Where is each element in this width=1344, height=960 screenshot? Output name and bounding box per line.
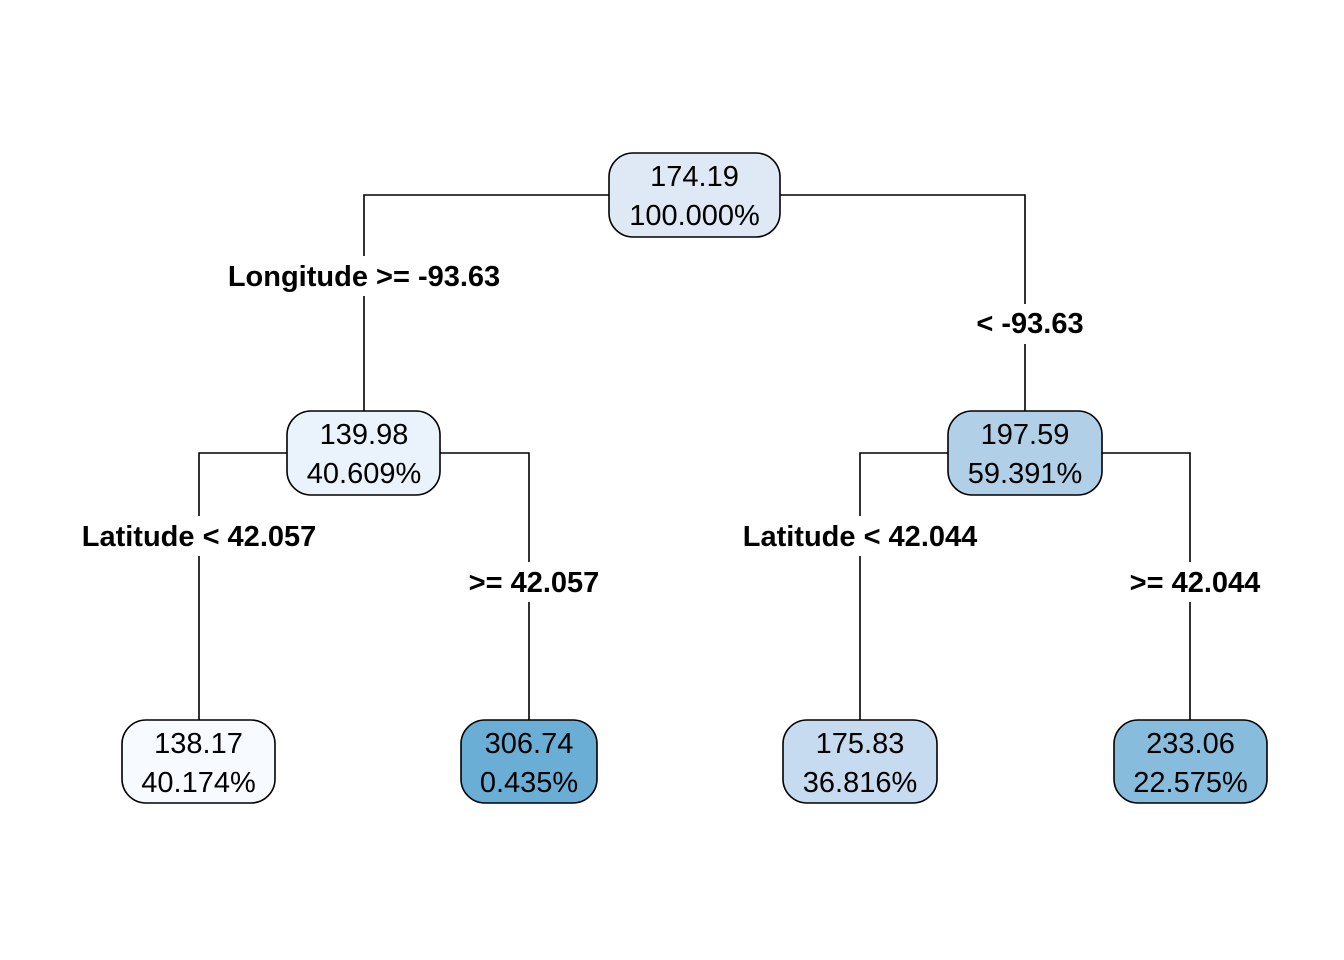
split-label-root-right: < -93.63 — [976, 308, 1083, 340]
node-box-left-left — [121, 719, 276, 804]
node-value-root: 174.19 — [650, 161, 739, 193]
split-labels: Longitude >= -93.63 < -93.63 Latitude < … — [62, 256, 1274, 602]
node-percent-right-left: 36.816% — [803, 767, 918, 799]
node-percent-left-right: 0.435% — [480, 767, 578, 799]
node-value-left-left: 138.17 — [154, 728, 243, 760]
tree-node-root: 174.19 100.000% — [608, 152, 781, 238]
node-percent-root: 100.000% — [629, 200, 760, 232]
edge-right-left — [859, 452, 951, 721]
edge-left-right — [438, 452, 530, 721]
tree-node-right: 197.59 59.391% — [947, 410, 1103, 496]
node-box-left-right — [460, 719, 598, 804]
node-value-right: 197.59 — [981, 419, 1070, 451]
edge-root-left — [363, 194, 612, 412]
tree-node-left-right: 306.74 0.435% — [460, 719, 598, 804]
tree-node-left: 139.98 40.609% — [286, 410, 441, 496]
split-label-left-left: Latitude < 42.057 — [82, 521, 317, 553]
node-box-root — [608, 152, 781, 238]
node-value-left-right: 306.74 — [485, 728, 574, 760]
tree-node-right-right: 233.06 22.575% — [1113, 719, 1268, 804]
node-percent-left: 40.609% — [307, 458, 422, 490]
edge-right-right — [1100, 452, 1191, 721]
edge-root-right — [778, 194, 1026, 412]
node-value-left: 139.98 — [320, 419, 409, 451]
split-label-right-left: Latitude < 42.044 — [743, 521, 978, 553]
node-percent-left-left: 40.174% — [141, 767, 256, 799]
node-value-right-right: 233.06 — [1146, 728, 1235, 760]
split-label-right-right: >= 42.044 — [1130, 567, 1261, 599]
node-box-left — [286, 410, 441, 496]
node-box-right-right — [1113, 719, 1268, 804]
node-box-right — [947, 410, 1103, 496]
edge-left-left — [198, 452, 290, 721]
node-percent-right: 59.391% — [968, 458, 1083, 490]
split-label-root-left: Longitude >= -93.63 — [228, 261, 500, 293]
node-box-right-left — [782, 719, 938, 804]
node-percent-right-right: 22.575% — [1133, 767, 1248, 799]
split-label-left-right: >= 42.057 — [469, 567, 600, 599]
tree-edges — [198, 194, 1191, 721]
tree-node-right-left: 175.83 36.816% — [782, 719, 938, 804]
node-value-right-left: 175.83 — [816, 728, 905, 760]
tree-node-left-left: 138.17 40.174% — [121, 719, 276, 804]
